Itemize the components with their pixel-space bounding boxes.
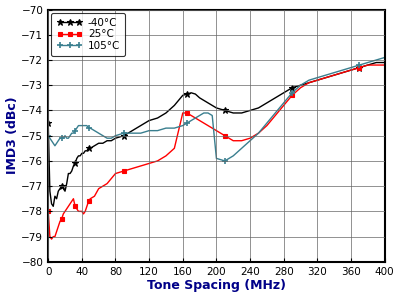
-40°C — [332, 73, 336, 77]
105°C — [46, 134, 50, 137]
105°C — [100, 134, 105, 137]
105°C — [180, 124, 185, 127]
Line: 105°C: 105°C — [45, 54, 388, 164]
105°C — [332, 71, 336, 74]
25°C — [49, 237, 54, 241]
-40°C — [210, 104, 215, 107]
25°C — [46, 209, 50, 213]
-40°C — [382, 61, 387, 64]
105°C — [222, 159, 227, 163]
Line: -40°C: -40°C — [45, 59, 388, 209]
-40°C — [323, 76, 328, 80]
-40°C — [231, 111, 236, 115]
105°C — [71, 131, 76, 135]
25°C — [382, 63, 387, 67]
105°C — [172, 126, 177, 130]
-40°C — [374, 61, 379, 64]
25°C — [332, 73, 336, 77]
25°C — [231, 139, 236, 142]
Y-axis label: IMD3 (dBc): IMD3 (dBc) — [6, 97, 18, 175]
-40°C — [340, 71, 345, 74]
25°C — [273, 114, 278, 117]
Line: 25°C: 25°C — [46, 63, 387, 242]
X-axis label: Tone Spacing (MHz): Tone Spacing (MHz) — [147, 280, 286, 292]
25°C — [366, 63, 370, 67]
-40°C — [273, 96, 278, 100]
25°C — [323, 76, 328, 80]
105°C — [382, 56, 387, 59]
-40°C — [46, 121, 50, 125]
105°C — [73, 129, 78, 132]
Legend: -40°C, 25°C, 105°C: -40°C, 25°C, 105°C — [51, 13, 125, 56]
-40°C — [51, 204, 56, 208]
25°C — [210, 126, 215, 130]
25°C — [340, 71, 345, 74]
